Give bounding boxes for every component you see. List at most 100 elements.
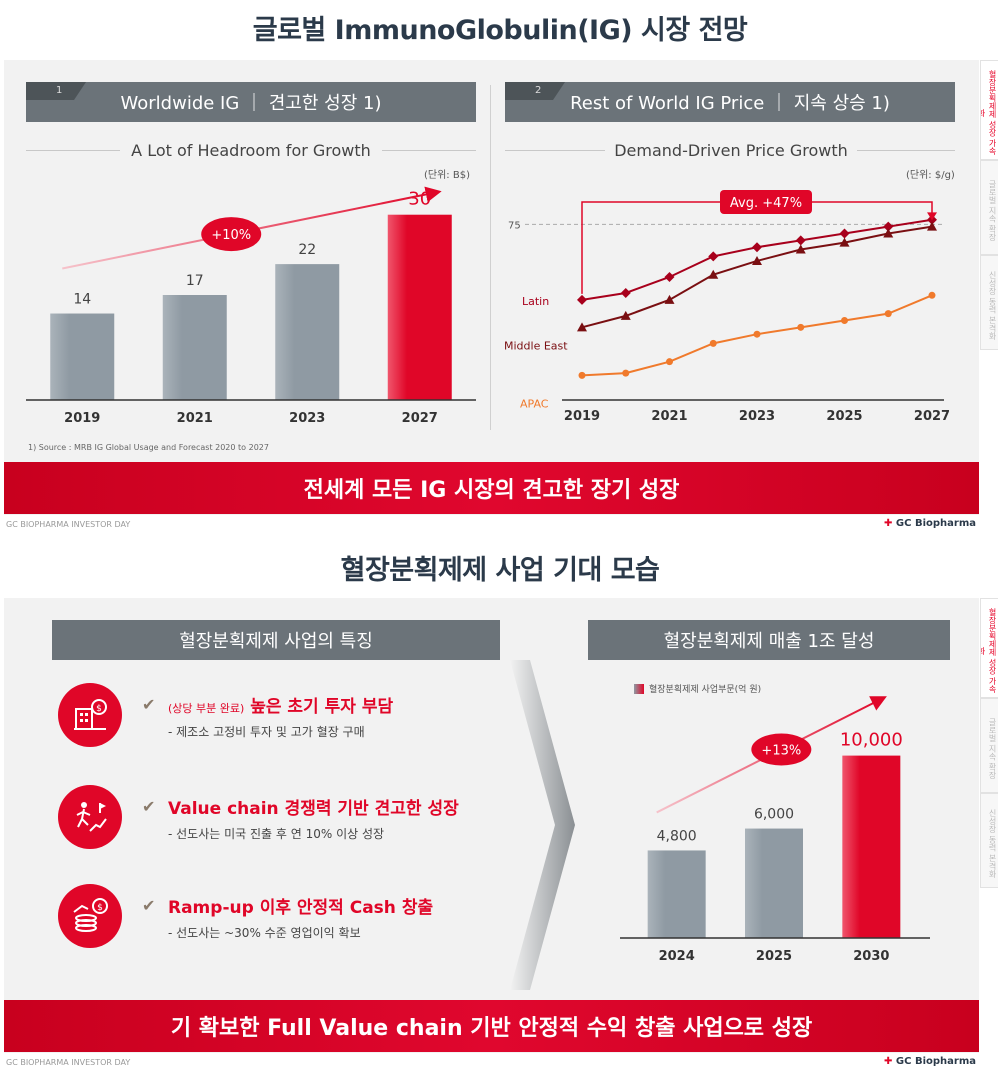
headroom-subtitle: A Lot of Headroom for Growth xyxy=(120,141,382,160)
data-point xyxy=(841,316,848,324)
side-tab-plasma-growth[interactable]: 혈장분획제제 성장 가속화 xyxy=(980,598,998,698)
series-line-middle-east xyxy=(581,225,933,329)
gc-biopharma-logo-text: GC Biopharma xyxy=(895,1056,976,1067)
coins-chart-icon: $ xyxy=(58,884,122,948)
bar-value-label: 22 xyxy=(298,242,316,258)
growth-runner-icon xyxy=(58,785,122,849)
series-label: Latin xyxy=(522,295,549,308)
row-ig-price-header-label: Rest of World IG Price ｜ 지속 상승 1) xyxy=(570,93,890,114)
x-tick-label: 2030 xyxy=(853,949,889,964)
slide1-title: 글로벌 ImmunoGlobulin(IG) 시장 전망 xyxy=(252,15,748,46)
growth-badge-label: +13% xyxy=(761,744,801,759)
feature-desc: - 선도사는 미국 진출 후 연 10% 이상 성장 xyxy=(168,827,385,841)
footer-investor-day: GC BIOPHARMA INVESTOR DAY xyxy=(6,520,131,529)
svg-text:$: $ xyxy=(96,704,102,714)
panel-number: 1 xyxy=(26,82,86,100)
data-point xyxy=(577,322,587,332)
bar-2019 xyxy=(50,313,115,400)
avg-arrowhead xyxy=(927,212,937,221)
side-tab-global-expansion[interactable]: 글로벌 지속 확장 xyxy=(980,698,998,793)
unit-label-bs: (단위: B$) xyxy=(424,170,470,181)
data-point xyxy=(795,244,806,254)
bar-value-label: 4,800 xyxy=(657,828,697,844)
gc-biopharma-logo: ✚ GC Biopharma xyxy=(884,1056,976,1067)
x-tick-label: 2021 xyxy=(177,411,213,426)
avg-badge xyxy=(720,190,812,214)
gc-biopharma-logo: ✚ GC Biopharma xyxy=(884,518,976,529)
row-ig-price-header: 2 Rest of World IG Price ｜ 지속 상승 1) xyxy=(505,82,955,122)
check-icon: ✔ xyxy=(142,695,156,714)
ig-price-line-chart: 75 2019 2021 2023 2025 2027 Latin Middle East AP… xyxy=(504,190,950,424)
data-point xyxy=(620,310,631,320)
data-point xyxy=(752,242,762,253)
bar-2021 xyxy=(162,295,227,400)
reference-label: 75 xyxy=(508,220,521,231)
x-tick-label: 2025 xyxy=(756,949,792,964)
data-point xyxy=(578,371,586,379)
data-point xyxy=(666,358,673,366)
feature-title: Value chain 경쟁력 기반 견고한 성장 xyxy=(168,799,459,819)
side-tab-plasma-growth[interactable]: 혈장분획제제 성장 가속화 xyxy=(980,60,998,160)
plasma-revenue-header: 혈장분획제제 매출 1조 달성 xyxy=(588,620,950,660)
bar-2030 xyxy=(842,755,901,938)
data-point xyxy=(622,369,630,377)
data-point xyxy=(839,228,850,239)
footer-investor-day: GC BIOPHARMA INVESTOR DAY xyxy=(6,1058,131,1067)
worldwide-ig-header: 1 Worldwide IG ｜ 견고한 성장 1) xyxy=(26,82,476,122)
building-money-icon: $ xyxy=(58,683,122,747)
feature-desc: - 제조소 고정비 투자 및 고가 혈장 구매 xyxy=(168,725,365,739)
data-point xyxy=(752,255,762,265)
x-tick-label: 2027 xyxy=(914,409,950,424)
x-tick-label: 2021 xyxy=(651,409,687,424)
side-tab-new-growth[interactable]: 신성장 동력 본격화 xyxy=(980,255,998,350)
revenue-legend: 혈장분획제제 사업부문(억 원) xyxy=(634,682,761,695)
series-label: Middle East xyxy=(504,339,568,352)
check-icon: ✔ xyxy=(142,896,156,915)
chevron-right-icon xyxy=(510,660,575,990)
bar-2027 xyxy=(387,214,452,400)
bar-value-label: 30 xyxy=(408,189,431,210)
x-tick-label: 2027 xyxy=(402,411,438,426)
series-label: APAC xyxy=(520,397,549,410)
data-point xyxy=(664,271,675,282)
x-tick-label: 2023 xyxy=(739,409,775,424)
data-point xyxy=(927,221,937,231)
feature-title: (상당 부분 완료) 높은 초기 투자 부담 xyxy=(168,692,393,717)
x-tick-label: 2025 xyxy=(826,409,862,424)
bar-value-label: 6,000 xyxy=(754,807,794,823)
worldwide-ig-bar-chart: 14 2019 17 2021 22 2023 30 2027 +10% xyxy=(26,186,476,426)
feature-title-text: 높은 초기 투자 부담 xyxy=(250,697,394,717)
bar-2025 xyxy=(745,828,803,938)
data-point xyxy=(795,235,806,246)
slide2-title: 혈장분획제제 사업 기대 모습 xyxy=(340,555,660,586)
slide2-banner: 기 확보한 Full Value chain 기반 안정적 수익 창출 사업으로… xyxy=(4,1000,979,1052)
slide1-banner: 전세계 모든 IG 시장의 견고한 장기 성장 xyxy=(4,462,979,514)
side-tab-new-growth[interactable]: 신성장 동력 본격화 xyxy=(980,793,998,888)
unit-label-price: (단위: $/g) xyxy=(906,170,955,181)
growth-badge xyxy=(201,217,262,252)
legend-swatch xyxy=(634,683,644,694)
gc-cross-icon: ✚ xyxy=(884,1056,893,1067)
gc-cross-icon: ✚ xyxy=(884,518,893,529)
panel-number: 2 xyxy=(505,82,565,100)
plasma-features-header: 혈장분획제제 사업의 특징 xyxy=(52,620,500,660)
feature-title: Ramp-up 이후 안정적 Cash 창출 xyxy=(168,898,434,918)
data-point xyxy=(753,330,761,338)
data-point xyxy=(709,339,717,347)
source-footnote: 1) Source : MRB IG Global Usage and Fore… xyxy=(28,443,269,452)
data-point xyxy=(884,310,892,318)
avg-badge-label: Avg. +47% xyxy=(730,196,802,211)
feature-item-cash: $ ✔ Ramp-up 이후 안정적 Cash 창출 - 선도사는 ~30% 수… xyxy=(58,884,528,964)
slide1-panel xyxy=(4,60,979,515)
bar-value-label: 10,000 xyxy=(840,730,903,751)
price-growth-subtitle: Demand-Driven Price Growth xyxy=(605,141,857,160)
bar-value-label: 14 xyxy=(73,292,91,308)
x-tick-label: 2019 xyxy=(64,411,100,426)
slide2-panel xyxy=(4,598,979,1053)
worldwide-ig-header-label: Worldwide IG ｜ 견고한 성장 1) xyxy=(120,93,382,114)
data-point xyxy=(620,288,631,298)
plasma-revenue-bar-chart: 4,800 2024 6,000 2025 10,000 2030 +13% xyxy=(620,696,930,964)
growth-badge-label: +10% xyxy=(211,228,251,243)
panel-separator xyxy=(490,85,491,430)
side-tab-global-expansion[interactable]: 글로벌 지속 확장 xyxy=(980,160,998,255)
